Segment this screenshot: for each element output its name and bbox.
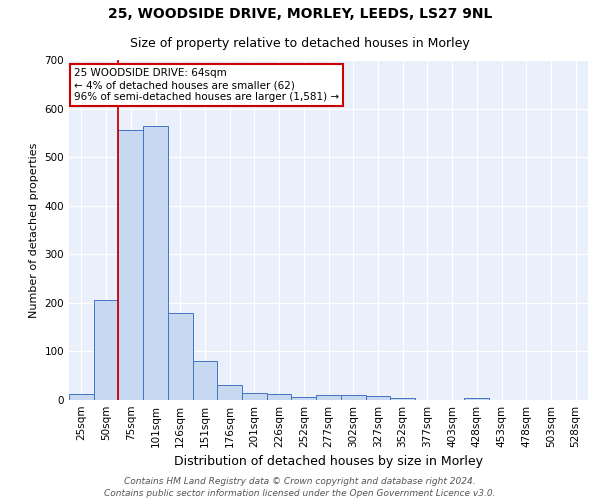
Text: Contains HM Land Registry data © Crown copyright and database right 2024.
Contai: Contains HM Land Registry data © Crown c…: [104, 476, 496, 498]
Bar: [390, 398, 415, 400]
Bar: [365, 396, 390, 400]
Bar: [118, 130, 143, 400]
Bar: [217, 386, 242, 400]
Y-axis label: Number of detached properties: Number of detached properties: [29, 142, 39, 318]
Bar: [316, 395, 341, 400]
Bar: [341, 395, 365, 400]
Bar: [168, 312, 193, 400]
Bar: [143, 126, 168, 400]
Bar: [464, 398, 489, 400]
Text: 25 WOODSIDE DRIVE: 64sqm
← 4% of detached houses are smaller (62)
96% of semi-de: 25 WOODSIDE DRIVE: 64sqm ← 4% of detache…: [74, 68, 340, 102]
Bar: [242, 393, 267, 400]
X-axis label: Distribution of detached houses by size in Morley: Distribution of detached houses by size …: [174, 456, 483, 468]
Bar: [193, 361, 217, 400]
Text: 25, WOODSIDE DRIVE, MORLEY, LEEDS, LS27 9NL: 25, WOODSIDE DRIVE, MORLEY, LEEDS, LS27 …: [108, 8, 492, 22]
Bar: [292, 397, 316, 400]
Bar: [94, 300, 118, 400]
Text: Size of property relative to detached houses in Morley: Size of property relative to detached ho…: [130, 38, 470, 51]
Bar: [267, 394, 292, 400]
Bar: [69, 394, 94, 400]
